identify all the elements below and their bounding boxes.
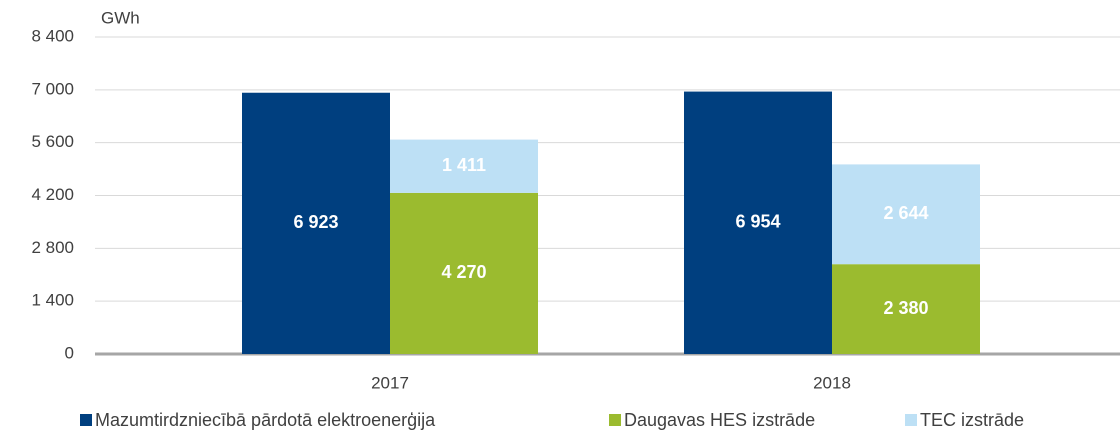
y-tick-label: 5 600 xyxy=(31,132,74,151)
value-label: 6 923 xyxy=(293,212,338,232)
y-tick-label: 1 400 xyxy=(31,291,74,310)
value-label: 2 380 xyxy=(883,298,928,318)
legend-swatch xyxy=(905,414,917,426)
legend-swatch xyxy=(609,414,621,426)
legend-label: TEC izstrāde xyxy=(920,410,1024,430)
y-axis-label: GWh xyxy=(101,8,140,27)
bar xyxy=(832,164,980,265)
bar xyxy=(832,264,980,354)
value-label: 4 270 xyxy=(441,262,486,282)
legend-label: Daugavas HES izstrāde xyxy=(624,410,815,430)
y-tick-label: 7 000 xyxy=(31,79,74,98)
bar xyxy=(390,139,538,193)
legend-label: Mazumtirdzniecībā pārdotā elektroenerģij… xyxy=(95,410,436,430)
x-tick-label: 2017 xyxy=(371,373,409,392)
bar xyxy=(390,192,538,354)
y-tick-label: 2 800 xyxy=(31,238,74,257)
y-tick-label: 0 xyxy=(65,343,74,362)
x-tick-label: 2018 xyxy=(813,373,851,392)
bar xyxy=(242,92,390,354)
y-tick-label: 8 400 xyxy=(31,26,74,45)
value-label: 1 411 xyxy=(442,155,486,175)
value-label: 6 954 xyxy=(735,212,780,232)
y-tick-label: 4 200 xyxy=(31,185,74,204)
bar xyxy=(684,91,832,355)
value-label: 2 644 xyxy=(883,203,928,223)
legend-swatch xyxy=(80,414,92,426)
